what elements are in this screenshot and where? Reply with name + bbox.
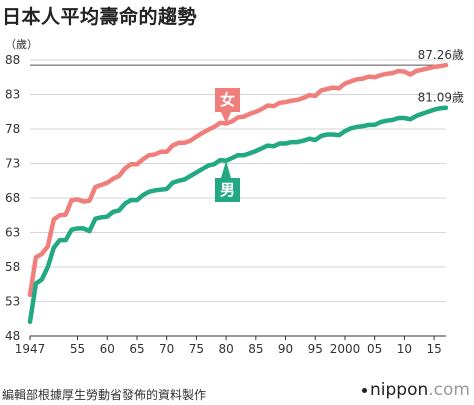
series-end-label-1: 81.09歲 xyxy=(418,91,464,105)
brand-name: nippon xyxy=(370,380,429,400)
brand-dot-icon xyxy=(362,387,368,393)
series-layer xyxy=(27,62,449,325)
series-callout-box-0 xyxy=(215,88,240,112)
brand-logo: nippon .com xyxy=(362,380,470,400)
series-callout-pointer-0 xyxy=(221,112,231,124)
series-callout-pointer-1 xyxy=(221,160,231,178)
x-tick-label-80: 80 xyxy=(218,342,233,356)
series-name-label-1: 男 xyxy=(220,181,235,199)
x-tick-label-65: 65 xyxy=(129,342,144,356)
x-tick-label-10: 10 xyxy=(397,342,412,356)
x-tick-label-55: 55 xyxy=(70,342,85,356)
x-tick-label-1947: 1947 xyxy=(15,342,46,356)
y-tick-label-68: 68 xyxy=(5,191,20,205)
series-name-label-0: 女 xyxy=(220,91,235,109)
brand-tld: .com xyxy=(428,380,470,400)
x-tick-label-70: 70 xyxy=(159,342,174,356)
x-tick-label-85: 85 xyxy=(248,342,263,356)
page-title: 日本人平均壽命的趨勢 xyxy=(2,6,198,28)
y-axis-unit-label: （歲） xyxy=(5,38,38,51)
series-end-label-0: 87.26歲 xyxy=(418,48,464,62)
y-tick-label-88: 88 xyxy=(5,53,20,67)
x-tick-label-95: 95 xyxy=(308,342,323,356)
series-callout-box-1 xyxy=(215,178,240,202)
x-tick-label-90: 90 xyxy=(278,342,293,356)
y-tick-label-48: 48 xyxy=(5,329,20,343)
y-tick-label-78: 78 xyxy=(5,122,20,136)
y-tick-label-73: 73 xyxy=(5,157,20,171)
y-tick-label-83: 83 xyxy=(5,88,20,102)
x-tick-label-05: 05 xyxy=(367,342,382,356)
axis-layer: 48 53 58 63 68 73 78 83 88 1947 55 60 65 70 75 80 85 90 95… xyxy=(5,53,446,356)
y-tick-label-53: 53 xyxy=(5,295,20,309)
x-tick-label-75: 75 xyxy=(189,342,204,356)
x-tick-label-60: 60 xyxy=(100,342,115,356)
x-tick-label-2000: 2000 xyxy=(330,342,361,356)
series-line-1 xyxy=(27,105,449,325)
y-tick-label-63: 63 xyxy=(5,226,20,240)
y-tick-label-58: 58 xyxy=(5,260,20,274)
source-note: 編輯部根據厚生勞動省發佈的資料製作 xyxy=(2,388,207,402)
x-tick-label-15: 15 xyxy=(426,342,441,356)
series-line-0 xyxy=(27,62,449,298)
